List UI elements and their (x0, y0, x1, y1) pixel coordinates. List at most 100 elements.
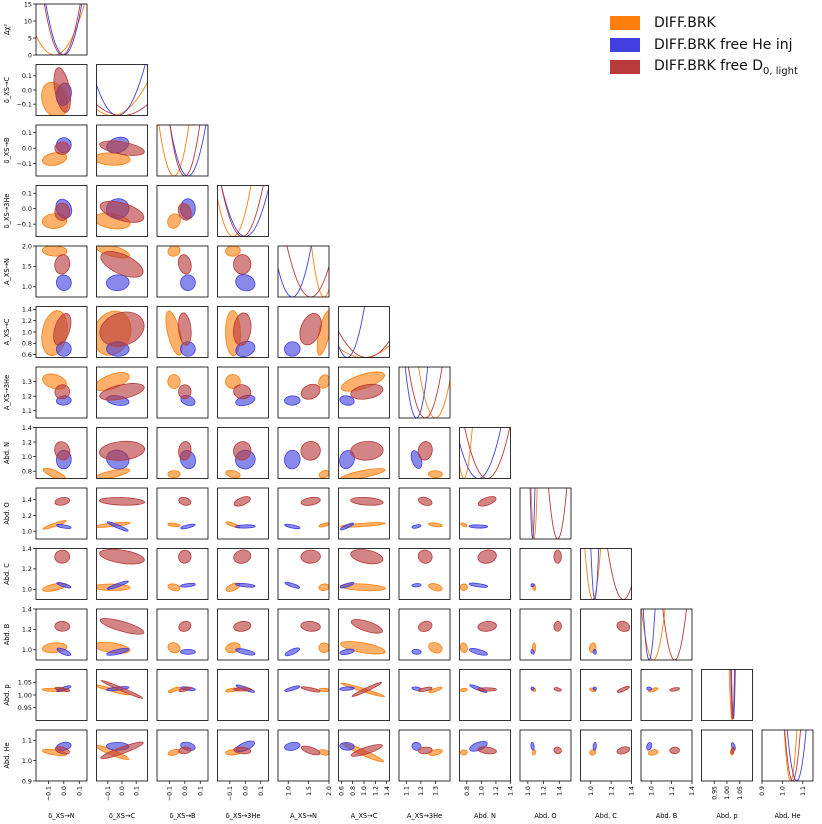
panel-content (96, 618, 145, 656)
panel-frame (580, 729, 632, 782)
contour-2 (53, 313, 72, 346)
y-tick-label: 0.9 (22, 777, 32, 785)
panel-content (284, 374, 329, 406)
panel-content (284, 441, 329, 479)
panel-4-3 (217, 245, 269, 298)
panel-12-1: −0.1 0.0 0.1 δ_XS→C (96, 729, 148, 820)
profile-curve-0 (418, 367, 450, 418)
panel-9-7 (459, 548, 511, 600)
x-tick-label: 1.1 (800, 786, 807, 796)
contour-0 (459, 583, 468, 591)
contour-2 (300, 620, 321, 632)
contour-0 (167, 749, 181, 756)
panel-frame (277, 729, 330, 782)
contour-2 (300, 686, 321, 693)
contour-0 (167, 686, 181, 694)
panel-12-3: −0.1 0.0 0.1 δ_XS→3He (217, 729, 269, 820)
profile-curve-2 (220, 185, 264, 237)
x-tick-label: 0.1 (133, 786, 140, 796)
panel-content (167, 741, 196, 756)
contour-2 (233, 254, 252, 275)
panel-9-2 (156, 548, 209, 600)
panel-content (167, 686, 196, 694)
panel-6-6 (398, 366, 451, 419)
x-tick-label: 1.3 (433, 786, 440, 796)
panel-9-1 (96, 548, 148, 600)
profile-curve-0 (783, 730, 798, 781)
panel-content (42, 373, 72, 406)
panel-frame (338, 548, 390, 600)
contour-2 (54, 549, 71, 564)
panel-7-2 (156, 427, 209, 479)
panel-12-12: 0.9 1.0 1.1 Abd. He (759, 729, 814, 820)
panel-content (96, 741, 144, 761)
panel-frame (156, 366, 209, 419)
x-tick-label: 1.2 (373, 786, 380, 796)
legend-entry-diff-brk: DIFF.BRK (610, 12, 798, 34)
panel-content (225, 684, 256, 693)
contour-2 (299, 313, 322, 346)
y-tick-label: 5 (28, 34, 32, 42)
panel-11-7 (459, 669, 511, 721)
y-tick-label: 1.0 (22, 757, 32, 765)
x-tick-label: 1.4 (508, 786, 515, 796)
panel-frame (640, 669, 693, 721)
y-tick-label: 1.4 (22, 545, 32, 553)
panel-content (284, 310, 329, 357)
panel-frame (217, 669, 269, 721)
panel-content (225, 740, 255, 756)
contour-2 (98, 497, 146, 506)
x-axis-label: δ_XS→B (169, 812, 196, 820)
profile-curve-0 (338, 345, 390, 358)
contour-2 (477, 687, 497, 692)
x-tick-label: 0.6 (339, 786, 346, 796)
profile-curve-0 (728, 669, 736, 721)
y-axis-label: Δχ² (3, 24, 11, 35)
panel-content (96, 64, 148, 116)
contour-2 (99, 548, 145, 565)
contour-0 (167, 642, 181, 654)
panel-frame (580, 669, 632, 721)
panel-content (530, 742, 562, 756)
contour-1 (284, 741, 301, 751)
y-axis-label: Abd. C (3, 563, 11, 585)
panel-10-5 (338, 608, 390, 661)
panel-content (589, 686, 630, 693)
contour-2 (233, 620, 252, 632)
contour-2 (54, 254, 71, 275)
contour-2 (351, 681, 383, 697)
panel-6-5 (338, 366, 390, 419)
panel-frame (96, 669, 148, 721)
legend-label: DIFF.BRK free D0, light (654, 57, 798, 77)
contour-1 (469, 648, 488, 656)
contour-1 (284, 341, 301, 357)
contour-2 (233, 312, 252, 346)
contour-2 (178, 254, 192, 275)
contour-1 (235, 582, 256, 588)
y-tick-label: 1.4 (22, 496, 32, 504)
panel-content (284, 496, 329, 530)
contour-2 (178, 384, 192, 400)
x-tick-label: 1.2 (541, 786, 548, 796)
contour-0 (428, 522, 443, 528)
panel-7-0: 0.8 1.0 1.2 1.4 Abd. N (3, 424, 88, 479)
x-tick-label: 1.0 (780, 786, 787, 796)
panel-frame (217, 185, 269, 237)
panel-10-7 (459, 608, 511, 661)
panel-content (225, 441, 256, 479)
panel-frame (398, 729, 451, 782)
panel-9-6 (398, 548, 451, 600)
panel-frame (96, 608, 148, 661)
panel-8-1 (96, 487, 148, 540)
contour-1 (530, 686, 535, 691)
y-tick-label: 1.0 (22, 328, 32, 336)
panel-frame (277, 608, 330, 661)
panel-1-1 (96, 64, 148, 116)
panel-frame (35, 245, 88, 298)
panel-frame (35, 124, 88, 177)
panel-content (530, 686, 562, 692)
panel-content (225, 620, 256, 656)
contour-0 (167, 583, 181, 592)
panel-content (728, 669, 736, 721)
